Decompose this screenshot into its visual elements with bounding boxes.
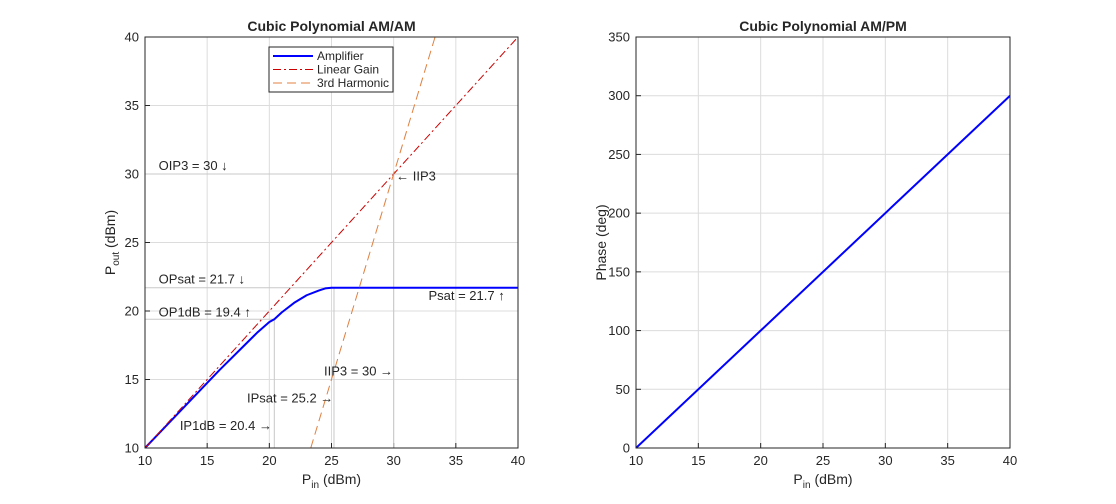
x-axis-label: Pin (dBm) bbox=[793, 471, 852, 491]
legend-box bbox=[268, 46, 394, 93]
annotation-label: IP1dB = 20.4 → bbox=[180, 418, 272, 433]
x-axis-label-subscript: in bbox=[311, 480, 319, 491]
y-tick-label: 20 bbox=[125, 304, 139, 319]
x-axis-label-rest: (dBm) bbox=[319, 471, 361, 487]
y-tick-label: 250 bbox=[608, 147, 630, 162]
chart-title: Cubic Polynomial AM/AM bbox=[247, 18, 415, 34]
y-tick-label: 15 bbox=[125, 372, 139, 387]
legend-label: Linear Gain bbox=[317, 63, 379, 77]
chart-title: Cubic Polynomial AM/PM bbox=[739, 18, 907, 34]
legend-label: 3rd Harmonic bbox=[317, 76, 389, 90]
x-tick-label: 10 bbox=[629, 453, 643, 468]
legend-label: Amplifier bbox=[317, 49, 364, 63]
y-tick-label: 50 bbox=[616, 382, 630, 397]
x-tick-label: 25 bbox=[324, 453, 338, 468]
y-axis-label-subscript: out bbox=[111, 252, 122, 266]
x-axis-label: Pin (dBm) bbox=[302, 471, 361, 491]
x-tick-label: 20 bbox=[753, 453, 767, 468]
x-tick-label: 15 bbox=[200, 453, 214, 468]
x-tick-label: 30 bbox=[386, 453, 400, 468]
x-tick-label: 40 bbox=[1003, 453, 1017, 468]
y-tick-label: 150 bbox=[608, 264, 630, 279]
axes-box bbox=[144, 36, 519, 449]
y-axis-label: Phase (deg) bbox=[593, 204, 609, 280]
annotation-label: IIP3 = 30 → bbox=[324, 363, 393, 378]
annotation-label: OP1dB = 19.4 ↑ bbox=[159, 304, 251, 319]
y-tick-label: 30 bbox=[125, 167, 139, 182]
y-tick-label: 10 bbox=[125, 441, 139, 456]
axes-box bbox=[635, 36, 1011, 449]
y-tick-label: 200 bbox=[608, 206, 630, 221]
series-line-amplifier bbox=[145, 286, 518, 448]
y-tick-label: 300 bbox=[608, 88, 630, 103]
y-axis-label: Pout (dBm) bbox=[102, 210, 122, 275]
y-axis-label-main: Phase (deg) bbox=[593, 204, 609, 280]
annotation-label: ← IIP3 bbox=[396, 169, 436, 184]
x-tick-label: 15 bbox=[691, 453, 705, 468]
series-line-linear-gain bbox=[145, 37, 518, 448]
series-line-3rd-harmonic bbox=[310, 37, 436, 448]
am-am-plot: 10 15 20 25 30 35 40 10 15 20 25 30 35 40 OIP3 = 30 ↓ ←… bbox=[102, 18, 525, 491]
y-tick-label: 100 bbox=[608, 323, 630, 338]
y-tick-label: 0 bbox=[623, 441, 630, 456]
am-pm-plot: 10 15 20 25 30 35 40 0 50 100 150 200 250 300 350 Cubic… bbox=[593, 18, 1017, 491]
y-axis-label-rest: (dBm) bbox=[102, 210, 118, 252]
x-axis-label-subscript: in bbox=[803, 480, 811, 491]
x-axis-label-rest: (dBm) bbox=[811, 471, 853, 487]
y-tick-label: 40 bbox=[125, 30, 139, 45]
x-tick-label: 35 bbox=[449, 453, 463, 468]
annotation-label: OPsat = 21.7 ↓ bbox=[159, 271, 245, 286]
x-tick-label: 40 bbox=[511, 453, 525, 468]
annotation-label: OIP3 = 30 ↓ bbox=[159, 158, 228, 173]
x-axis-label-main: P bbox=[302, 471, 311, 487]
y-tick-label: 350 bbox=[608, 30, 630, 45]
annotation-label: IPsat = 25.2 → bbox=[247, 391, 333, 406]
y-tick-label: 35 bbox=[125, 98, 139, 113]
y-axis-label-main: P bbox=[102, 266, 118, 275]
annotation-label: Psat = 21.7 ↑ bbox=[428, 288, 504, 303]
y-tick-label: 25 bbox=[125, 235, 139, 250]
series-line-phase bbox=[636, 94, 1010, 448]
x-tick-label: 30 bbox=[878, 453, 892, 468]
x-axis-label-main: P bbox=[793, 471, 802, 487]
x-tick-label: 20 bbox=[262, 453, 276, 468]
x-tick-label: 10 bbox=[138, 453, 152, 468]
x-tick-label: 25 bbox=[816, 453, 830, 468]
x-tick-label: 35 bbox=[940, 453, 954, 468]
